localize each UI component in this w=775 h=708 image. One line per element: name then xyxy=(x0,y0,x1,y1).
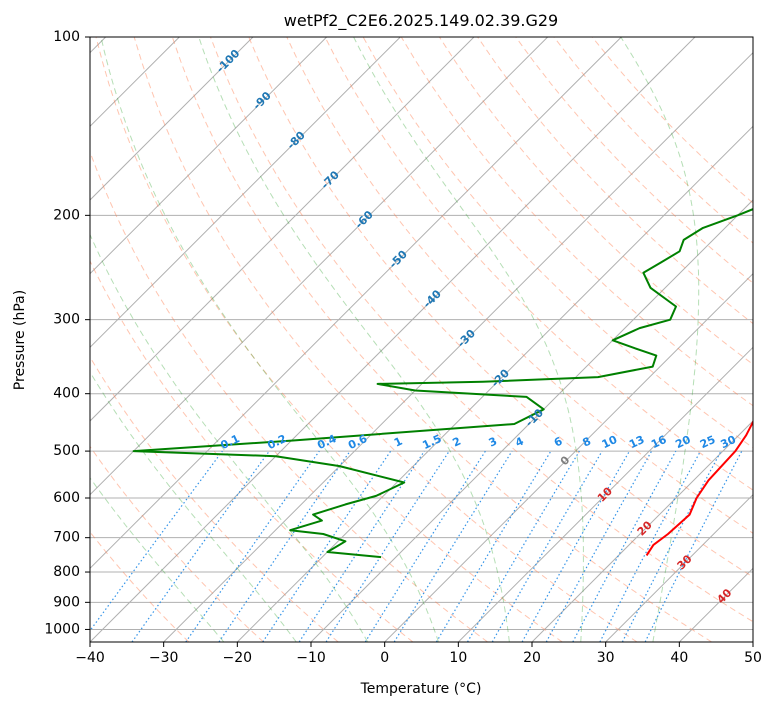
isotherm-line xyxy=(90,37,401,349)
dry-adiabat-line xyxy=(324,37,753,491)
moist-adiabat-line xyxy=(198,37,510,642)
mixing-ratio-line xyxy=(521,450,631,642)
mixing-ratio-label: 25 xyxy=(698,433,717,451)
y-tick-label: 900 xyxy=(53,594,80,610)
y-tick-label: 500 xyxy=(53,443,80,459)
y-axis: 100 200 300 400 500 600 700 800 900 1000 xyxy=(44,29,90,637)
temperature-profile xyxy=(645,419,753,556)
isotherm-line xyxy=(90,37,696,642)
x-tick-label: 20 xyxy=(523,650,541,666)
mixing-ratio-label: 30 xyxy=(719,433,739,451)
isotherm-line xyxy=(531,420,753,642)
dewpoint-profile xyxy=(132,208,753,559)
isotherm-line xyxy=(90,37,549,496)
chart-title: wetPf2_C2E6.2025.149.02.39.G29 xyxy=(284,11,558,31)
x-tick-label: 10 xyxy=(449,650,467,666)
dry-adiabat-line xyxy=(248,37,753,578)
isotherm-line xyxy=(90,37,328,275)
isotherm-line xyxy=(605,493,753,642)
dry-adiabat-line xyxy=(515,37,753,284)
moist-adiabat-line xyxy=(90,233,369,642)
mixing-ratio-label: 13 xyxy=(627,433,646,451)
plot-content xyxy=(90,37,753,642)
dry-adiabat-line xyxy=(171,37,712,642)
plot-area xyxy=(90,37,753,642)
moist-adiabat-line xyxy=(100,37,439,642)
isotherm-line xyxy=(752,641,753,642)
x-tick-label: −40 xyxy=(75,650,105,666)
y-tick-label: 1000 xyxy=(44,621,80,637)
isotherm-line xyxy=(90,37,622,570)
isotherm-line xyxy=(457,346,753,642)
mixing-ratio-line xyxy=(298,450,425,642)
mixing-ratio-line xyxy=(218,450,351,642)
mixing-ratio-label: 16 xyxy=(649,433,669,451)
dry-adiabat-line xyxy=(286,37,753,534)
x-tick-label: −30 xyxy=(149,650,179,666)
x-axis-label: Temperature (°C) xyxy=(360,681,482,697)
mixing-ratio-label: 20 xyxy=(673,433,693,451)
mixing-ratio-line xyxy=(262,450,392,642)
moist-adiabat-line xyxy=(90,476,225,642)
y-tick-label: 200 xyxy=(53,207,80,223)
y-tick-label: 600 xyxy=(53,490,80,506)
y-tick-label: 400 xyxy=(53,386,80,402)
y-axis-label: Pressure (hPa) xyxy=(12,290,28,390)
dry-adiabat-line xyxy=(210,37,753,623)
mixing-ratio-line xyxy=(644,450,743,642)
mixing-ratio-line xyxy=(90,450,223,632)
y-tick-label: 100 xyxy=(53,29,80,45)
dry-adiabat-line xyxy=(95,37,563,642)
plot-frame xyxy=(89,36,754,643)
mixing-ratio-line xyxy=(131,450,270,642)
x-tick-label: −20 xyxy=(223,650,253,666)
x-tick-label: 40 xyxy=(670,650,688,666)
mixing-ratio-line xyxy=(185,450,320,642)
y-tick-label: 300 xyxy=(53,312,80,328)
dry-adiabat-line xyxy=(90,356,339,642)
isotherm-line xyxy=(90,37,475,422)
x-tick-label: 30 xyxy=(597,650,615,666)
dry-adiabat-line xyxy=(90,259,414,642)
isotherm-line xyxy=(163,51,753,642)
y-tick-label: 800 xyxy=(53,564,80,580)
mixing-ratio-label: 10 xyxy=(600,433,620,451)
moist-adiabat-line xyxy=(620,37,700,642)
isotherm-line xyxy=(90,37,254,201)
isotherm-line xyxy=(384,272,753,642)
moist-adiabat-line xyxy=(353,37,584,642)
x-tick-label: 0 xyxy=(380,650,389,666)
x-tick-label: 50 xyxy=(744,650,762,666)
mixing-ratio-line xyxy=(393,450,513,642)
mixing-ratio-line xyxy=(325,450,450,642)
x-tick-label: −10 xyxy=(296,650,326,666)
mixing-ratio-line xyxy=(572,450,677,642)
dry-adiabat-line xyxy=(90,445,264,642)
mixing-ratio-line xyxy=(545,450,653,642)
dry-adiabat-line xyxy=(133,37,638,642)
isotherm-line xyxy=(236,125,753,642)
moist-adiabat-line xyxy=(90,370,297,642)
y-tick-label: 700 xyxy=(53,530,80,546)
x-axis: −40 −30 −20 −10 0 10 20 30 40 50 xyxy=(75,642,762,666)
